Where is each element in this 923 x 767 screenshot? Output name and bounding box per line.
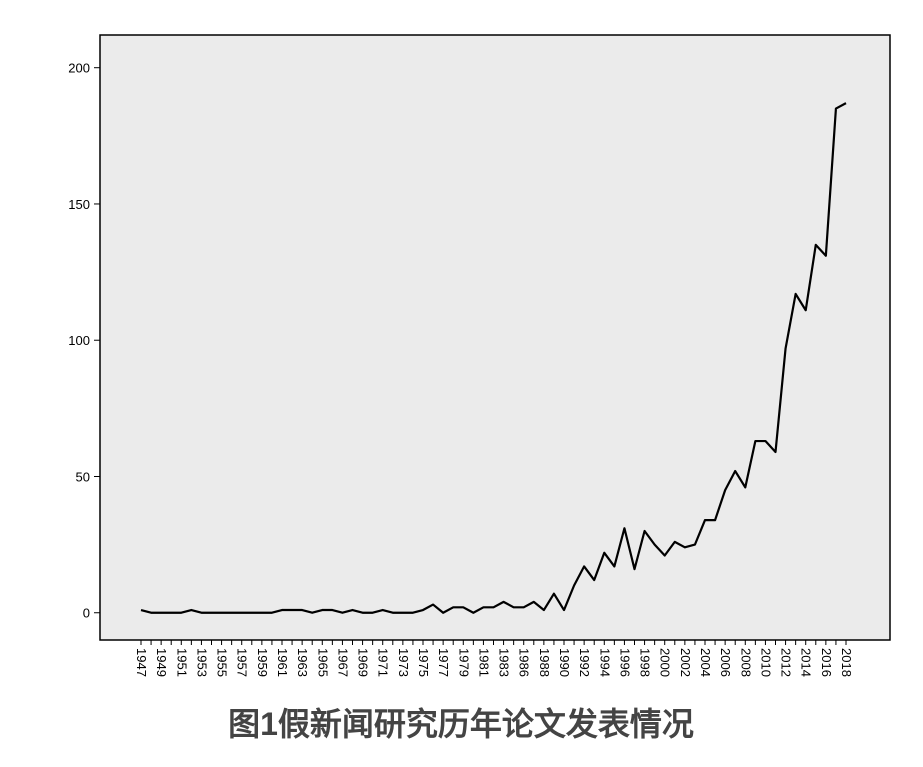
x-tick-label: 1969 — [356, 648, 371, 677]
x-tick-label: 1973 — [396, 648, 411, 677]
y-tick-label: 50 — [76, 469, 90, 484]
x-tick-label: 2018 — [839, 648, 854, 677]
x-tick-label: 1988 — [537, 648, 552, 677]
x-tick-label: 2004 — [698, 648, 713, 677]
plot-area — [99, 34, 891, 641]
y-tick-label: 200 — [68, 61, 90, 76]
x-tick-label: 2000 — [658, 648, 673, 677]
x-tick-label: 1951 — [174, 648, 189, 677]
x-tick-label: 1949 — [154, 648, 169, 677]
x-tick-label: 1975 — [416, 648, 431, 677]
x-tick-label: 1971 — [376, 648, 391, 677]
x-tick-label: 2012 — [779, 648, 794, 677]
y-tick-label: 150 — [68, 197, 90, 212]
x-tick-label: 1979 — [456, 648, 471, 677]
x-tick-label: 1992 — [577, 648, 592, 677]
x-tick-label: 1983 — [497, 648, 512, 677]
x-tick-label: 1953 — [194, 648, 209, 677]
x-tick-label: 1996 — [617, 648, 632, 677]
x-tick-label: 1990 — [557, 648, 572, 677]
x-tick-label: 1994 — [597, 648, 612, 677]
y-tick-label: 100 — [68, 333, 90, 348]
x-tick-label: 1998 — [638, 648, 653, 677]
x-tick-label: 1963 — [295, 648, 310, 677]
x-tick-label: 1959 — [255, 648, 270, 677]
x-tick-label: 2006 — [718, 648, 733, 677]
x-tick-label: 1957 — [235, 648, 250, 677]
x-tick-label: 2014 — [799, 648, 814, 677]
x-tick-label: 1967 — [335, 648, 350, 677]
x-tick-label: 1947 — [134, 648, 149, 677]
chart-title: 图1假新闻研究历年论文发表情况 — [228, 706, 694, 742]
x-tick-label: 1977 — [436, 648, 451, 677]
x-tick-label: 2016 — [819, 648, 834, 677]
x-tick-label: 2010 — [758, 648, 773, 677]
x-tick-label: 1965 — [315, 648, 330, 677]
y-tick-label: 0 — [83, 606, 90, 621]
x-tick-label: 1955 — [215, 648, 230, 677]
x-tick-label: 1961 — [275, 648, 290, 677]
x-tick-label: 2002 — [678, 648, 693, 677]
x-tick-label: 1981 — [476, 648, 491, 677]
x-tick-label: 2008 — [738, 648, 753, 677]
data-line — [140, 102, 847, 614]
x-tick-label: 1986 — [517, 648, 532, 677]
